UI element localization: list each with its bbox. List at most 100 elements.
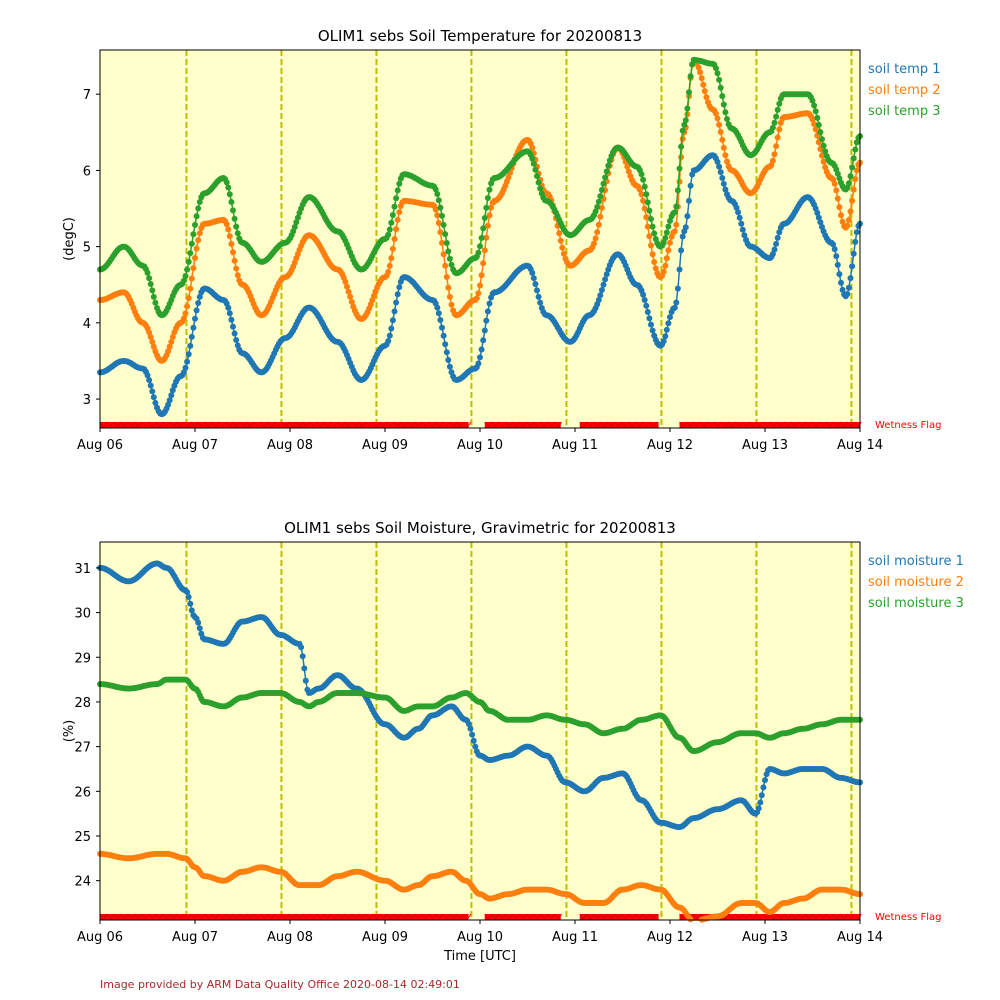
chart1-series-3-point: [478, 235, 485, 241]
chart1-series-3-point: [769, 124, 776, 131]
chart1-series-1-point: [195, 300, 202, 306]
chart1-series-2-point: [663, 255, 670, 262]
chart1-series-2-point: [838, 212, 844, 219]
chart2-wetness-flag-mark: [379, 913, 388, 920]
chart1-series-3-point: [724, 116, 730, 122]
chart2-wetness-flag-mark: [113, 913, 122, 920]
chart2-wetness-flag-mark: [491, 913, 500, 920]
chart1-x-tick-label: Aug 14: [837, 438, 883, 453]
chart1-series-3-point: [678, 143, 685, 150]
chart1-wetness-flag-mark: [607, 421, 616, 428]
chart1-series-2-point: [386, 262, 393, 269]
chart2-wetness-flag-mark: [127, 913, 136, 920]
chart1-series-1-point: [535, 293, 542, 300]
chart1-series-1-point: [188, 333, 195, 340]
chart2-wetness-flag-mark: [393, 913, 402, 920]
chart1-series-2-point: [488, 204, 495, 211]
chart1-wetness-flag-mark: [232, 421, 241, 428]
chart1-wetness-flag-mark: [763, 421, 771, 428]
chart1-series-1-point: [736, 214, 743, 221]
chart1-series-1-point: [483, 317, 490, 324]
chart1-series-2-point: [557, 237, 564, 244]
chart1-wetness-flag-mark: [442, 421, 451, 428]
chart2-wetness-flag-mark: [232, 913, 241, 920]
chart1-series-3-point: [388, 219, 395, 226]
chart1-series-3-point: [651, 230, 658, 237]
chart1-series-1-point: [534, 287, 540, 294]
chart2-wetness-flag-mark: [337, 913, 346, 920]
chart1-series-1-point: [443, 349, 450, 356]
chart2-wetness-flag-mark: [421, 913, 430, 920]
chart1-wetness-flag-mark: [225, 421, 234, 428]
chart1-series-2-point: [625, 168, 632, 175]
chart2-series-1-point: [755, 805, 762, 812]
chart2-y-tick-label: 27: [74, 741, 91, 756]
chart1-wetness-flag-mark: [628, 421, 637, 428]
chart2-wetness-flag-mark: [204, 913, 213, 920]
chart1-series-2-point: [146, 329, 153, 336]
chart1-series-2-point: [700, 81, 707, 88]
chart1-series-3-point: [717, 84, 724, 91]
chart1-series-3-point: [687, 73, 694, 80]
chart1-series-1-point: [537, 299, 544, 306]
chart1-series-2-point: [624, 163, 631, 170]
chart1-series-3-point: [446, 255, 453, 262]
chart1-series-1-point: [187, 342, 194, 349]
chart1-series-3-point: [643, 191, 650, 198]
chart1-series-2-point: [443, 274, 450, 280]
chart1-series-3-point: [180, 277, 187, 284]
chart1-series-3-point: [182, 273, 189, 279]
chart1-series-1-point: [838, 279, 844, 286]
chart1-legend-entry-2: soil temp 2: [868, 83, 941, 98]
chart2-series-2-point: [687, 916, 694, 923]
chart2-x-tick-label: Aug 09: [362, 930, 408, 945]
chart1-series-3-point: [667, 217, 673, 224]
chart1-series-2-point: [345, 288, 352, 295]
chart1-series-2-point: [673, 221, 680, 228]
chart1-series-1-point: [475, 360, 482, 367]
chart1-wetness-flag-mark: [756, 421, 764, 428]
chart2-wetness-flag-mark: [288, 913, 297, 920]
chart1-series-1-point: [389, 317, 396, 324]
chart1-series-3-point: [814, 114, 821, 121]
chart1-wetness-flag-mark: [358, 421, 367, 428]
chart1-series-2-point: [435, 220, 442, 226]
chart1-series-3-point: [595, 198, 602, 205]
chart2-series-1-point: [299, 653, 306, 660]
chart1-series-3-point: [673, 203, 680, 210]
chart1-series-1-point: [739, 226, 746, 233]
chart1-series-1-point: [716, 163, 723, 170]
chart1-series-2-point: [188, 275, 195, 282]
chart1-series-3-point: [671, 209, 678, 216]
chart1-series-2-point: [234, 272, 241, 279]
chart1-wetness-flag-mark: [428, 421, 437, 428]
chart1-series-3-point: [432, 186, 439, 193]
chart1-series-1-point: [676, 266, 683, 273]
chart1-series-2-point: [676, 178, 683, 185]
chart1-series-2-point: [819, 152, 825, 159]
chart1-wetness-flag-mark: [197, 421, 206, 428]
chart1-y-tick-label: 4: [83, 317, 91, 332]
chart1-wetness-flag-mark: [512, 421, 521, 428]
chart2-wetness-flag-mark: [302, 913, 311, 920]
chart1-series-1-point: [844, 291, 851, 297]
chart1-series-2-point: [225, 226, 232, 233]
chart1-series-1-point: [714, 158, 721, 165]
chart1-series-2-point: [850, 186, 857, 193]
chart1-series-2-point: [190, 265, 197, 272]
chart1-series-3-point: [152, 299, 159, 306]
chart1-wetness-flag-mark: [323, 421, 332, 428]
chart1-series-1-point: [678, 247, 685, 254]
chart2-y-axis-label: (%): [62, 720, 77, 743]
chart1-series-1-point: [165, 401, 172, 408]
chart1-wetness-flag-mark: [833, 421, 841, 428]
chart1-series-2-point: [667, 239, 673, 246]
chart1-series-2-point: [169, 334, 176, 340]
chart1-wetness-flag-mark: [826, 421, 834, 428]
chart1-wetness-flag-mark: [700, 421, 708, 428]
chart1-wetness-flag-mark: [491, 421, 500, 428]
chart1-series-3-point: [774, 106, 781, 113]
chart1-series-1-point: [640, 291, 647, 298]
chart2-wetness-flag-mark: [211, 913, 220, 920]
